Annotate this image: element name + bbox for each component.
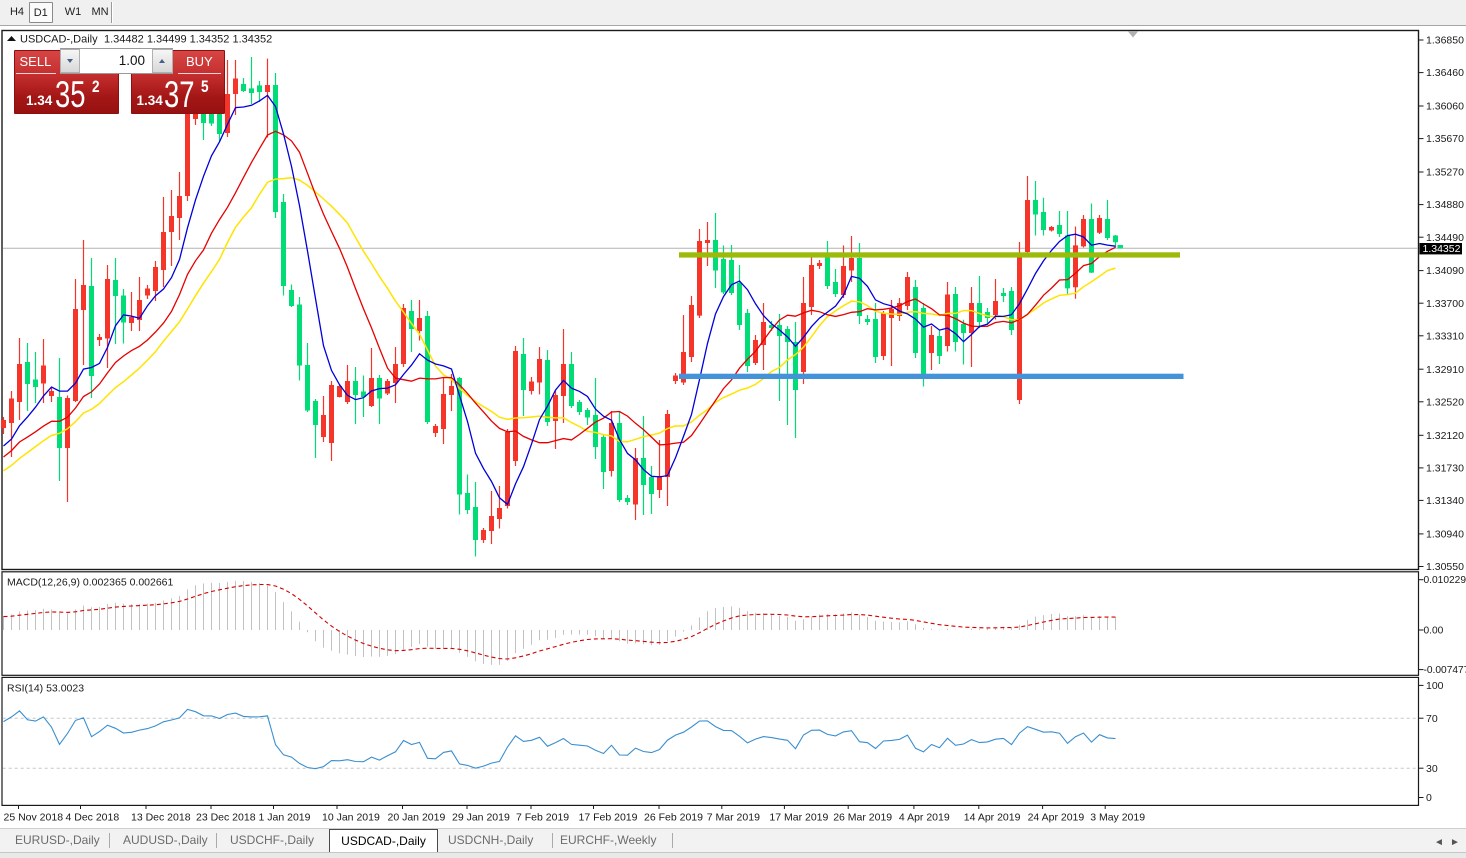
svg-text:70: 70 — [1426, 713, 1438, 725]
svg-text:0.00: 0.00 — [1424, 626, 1444, 637]
svg-text:26 Mar 2019: 26 Mar 2019 — [833, 812, 892, 824]
svg-text:23 Dec 2018: 23 Dec 2018 — [196, 812, 256, 824]
svg-text:1.36850: 1.36850 — [1426, 35, 1464, 47]
svg-text:1.34482 1.34499 1.34352 1.3435: 1.34482 1.34499 1.34352 1.34352 — [104, 34, 272, 46]
svg-text:1.35670: 1.35670 — [1426, 133, 1464, 145]
svg-text:1.31730: 1.31730 — [1426, 462, 1464, 474]
svg-text:1 Jan 2019: 1 Jan 2019 — [259, 812, 311, 824]
svg-text:-0.007477: -0.007477 — [1424, 665, 1466, 676]
svg-text:0: 0 — [1426, 792, 1432, 804]
svg-text:0.010229: 0.010229 — [1424, 575, 1466, 586]
svg-text:1.36060: 1.36060 — [1426, 101, 1464, 113]
svg-text:1.32120: 1.32120 — [1426, 430, 1464, 442]
svg-text:4 Apr 2019: 4 Apr 2019 — [899, 812, 950, 824]
svg-text:1.30550: 1.30550 — [1426, 561, 1464, 573]
svg-text:1.31340: 1.31340 — [1426, 495, 1464, 507]
svg-text:20 Jan 2019: 20 Jan 2019 — [388, 812, 446, 824]
svg-text:100: 100 — [1426, 680, 1444, 692]
svg-text:MACD(12,26,9) 0.002365 0.00266: MACD(12,26,9) 0.002365 0.002661 — [7, 577, 174, 589]
svg-text:7 Feb 2019: 7 Feb 2019 — [516, 812, 569, 824]
svg-text:1.36460: 1.36460 — [1426, 67, 1464, 79]
svg-text:24 Apr 2019: 24 Apr 2019 — [1028, 812, 1085, 824]
svg-text:4 Dec 2018: 4 Dec 2018 — [66, 812, 120, 824]
svg-text:1.32910: 1.32910 — [1426, 364, 1464, 376]
svg-text:1.34490: 1.34490 — [1426, 232, 1464, 244]
svg-text:13 Dec 2018: 13 Dec 2018 — [131, 812, 191, 824]
svg-text:1.35270: 1.35270 — [1426, 167, 1464, 179]
svg-text:29 Jan 2019: 29 Jan 2019 — [452, 812, 510, 824]
svg-text:3 May 2019: 3 May 2019 — [1090, 812, 1145, 824]
svg-text:RSI(14) 53.0023: RSI(14) 53.0023 — [7, 683, 84, 695]
svg-text:26 Feb 2019: 26 Feb 2019 — [644, 812, 703, 824]
svg-text:14 Apr 2019: 14 Apr 2019 — [964, 812, 1021, 824]
svg-text:1.30940: 1.30940 — [1426, 528, 1464, 540]
svg-text:10 Jan 2019: 10 Jan 2019 — [322, 812, 380, 824]
svg-text:1.34090: 1.34090 — [1426, 265, 1464, 277]
svg-text:1.34880: 1.34880 — [1426, 199, 1464, 211]
svg-text:17 Feb 2019: 17 Feb 2019 — [579, 812, 638, 824]
svg-text:30: 30 — [1426, 763, 1438, 775]
svg-text:7 Mar 2019: 7 Mar 2019 — [707, 812, 760, 824]
svg-text:25 Nov 2018: 25 Nov 2018 — [4, 812, 64, 824]
svg-text:17 Mar 2019: 17 Mar 2019 — [769, 812, 828, 824]
svg-text:USDCAD-,Daily: USDCAD-,Daily — [20, 34, 98, 46]
svg-text:1.33310: 1.33310 — [1426, 330, 1464, 342]
svg-text:1.32520: 1.32520 — [1426, 396, 1464, 408]
svg-text:1.33700: 1.33700 — [1426, 298, 1464, 310]
svg-text:1.34352: 1.34352 — [1423, 243, 1461, 255]
